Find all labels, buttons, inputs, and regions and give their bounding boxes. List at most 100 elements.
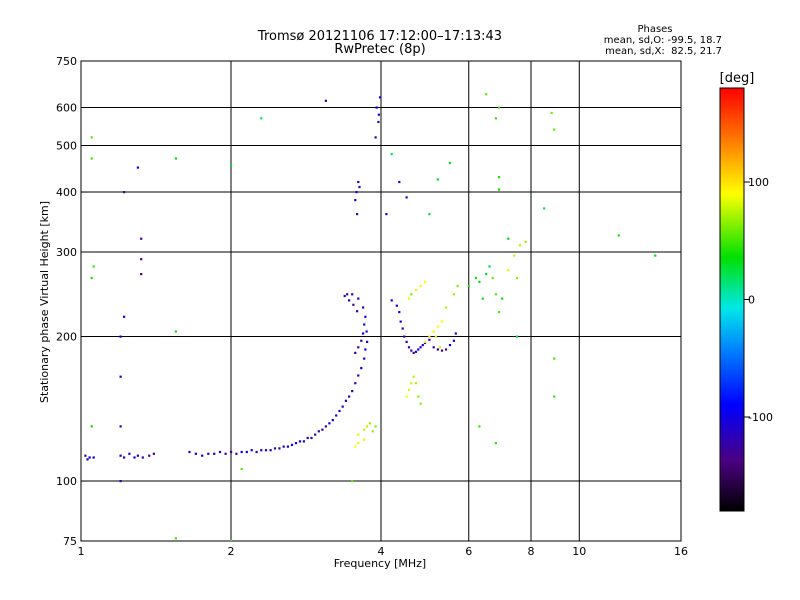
echo-point — [543, 207, 546, 210]
echo-point — [516, 335, 519, 338]
echo-point — [218, 450, 222, 454]
x-tick-label: 1 — [78, 545, 85, 558]
echo-point — [414, 350, 418, 353]
echo-point — [498, 311, 501, 314]
echo-point — [245, 450, 248, 454]
echo-point — [401, 327, 404, 330]
echo-point — [343, 294, 346, 298]
echo-point — [553, 357, 556, 360]
echo-point — [399, 320, 402, 323]
echo-point — [351, 293, 354, 296]
echo-point — [354, 351, 357, 354]
echo-point — [498, 188, 501, 191]
echo-point — [428, 338, 431, 341]
echo-point — [140, 258, 143, 261]
echo-point — [152, 452, 155, 455]
phase-stats-x: mean, sd,X: 82.5, 21.7 — [605, 46, 722, 57]
echo-point — [467, 284, 470, 288]
echo-point — [507, 269, 510, 272]
phase-stats-heading: Phases — [637, 24, 672, 35]
echo-point — [516, 276, 519, 280]
echo-point — [410, 349, 413, 352]
echo-point — [436, 348, 439, 351]
echo-point — [501, 297, 504, 300]
echo-point — [553, 395, 556, 398]
echo-point — [365, 330, 368, 333]
echo-point — [654, 254, 657, 257]
echo-point — [235, 452, 238, 455]
echo-point — [368, 422, 372, 425]
echo-point — [140, 273, 143, 276]
echo-point — [136, 454, 139, 457]
echo-point — [440, 320, 444, 323]
echo-point — [174, 330, 177, 333]
echo-point — [230, 164, 233, 167]
echo-point — [294, 442, 298, 445]
echo-point — [324, 425, 327, 428]
echo-point — [363, 323, 366, 326]
echo-point — [141, 456, 144, 459]
echo-point — [438, 346, 441, 349]
echo-point — [412, 351, 415, 354]
echo-point — [513, 254, 516, 257]
echo-point — [133, 456, 136, 459]
echo-point — [410, 293, 413, 296]
echo-point — [230, 450, 233, 454]
echo-point — [278, 447, 281, 450]
echo-point — [440, 349, 444, 352]
echo-point — [377, 113, 380, 116]
echo-point — [488, 265, 491, 268]
echo-point — [366, 425, 369, 428]
echo-point — [419, 346, 422, 349]
echo-point — [456, 284, 459, 288]
y-tick-label: 200 — [56, 331, 77, 344]
echo-point — [90, 157, 93, 160]
x-tick-label: 16 — [674, 545, 688, 558]
colorbar-tick-label: 0 — [748, 294, 755, 307]
echo-point — [403, 335, 406, 338]
echo-point — [357, 297, 360, 300]
y-tick-label: 750 — [56, 55, 77, 68]
echo-point — [362, 306, 365, 309]
echo-point — [428, 335, 431, 338]
echo-point — [444, 306, 448, 309]
colorbar-label: [deg] — [720, 71, 755, 86]
echo-point — [407, 346, 411, 349]
echo-point — [491, 276, 494, 280]
echo-point — [240, 467, 243, 471]
y-axis-ticks: 75 100 200 300 400 500 600 750 — [56, 55, 87, 548]
echo-point — [364, 315, 367, 318]
echo-point — [264, 449, 268, 452]
echo-point — [417, 395, 420, 398]
echo-point — [485, 273, 488, 276]
echo-point — [328, 422, 331, 425]
echo-point — [518, 244, 522, 247]
echo-point — [119, 425, 122, 428]
echo-point — [310, 436, 313, 440]
echo-point — [201, 454, 204, 457]
echo-point — [414, 289, 418, 292]
echo-point — [335, 414, 338, 417]
colorbar-tick-label: 100 — [748, 176, 769, 189]
colorbar-tick-label: -100 — [748, 411, 773, 424]
echo-point — [498, 176, 501, 179]
echo-point — [371, 430, 374, 433]
echo-point — [395, 304, 398, 307]
echo-point — [128, 452, 131, 455]
echo-point — [454, 332, 457, 335]
echo-point — [273, 447, 277, 450]
echo-point — [348, 395, 351, 398]
echo-point — [92, 265, 95, 268]
echo-point — [123, 191, 126, 194]
echo-point — [358, 185, 361, 189]
echo-point — [331, 419, 334, 422]
x-tick-label: 4 — [378, 545, 385, 558]
echo-point — [148, 454, 151, 457]
echo-point — [452, 339, 455, 342]
echo-point — [432, 330, 435, 333]
echo-point — [478, 425, 481, 428]
echo-point — [385, 213, 388, 216]
echo-point — [351, 390, 354, 393]
echo-point — [123, 315, 126, 318]
